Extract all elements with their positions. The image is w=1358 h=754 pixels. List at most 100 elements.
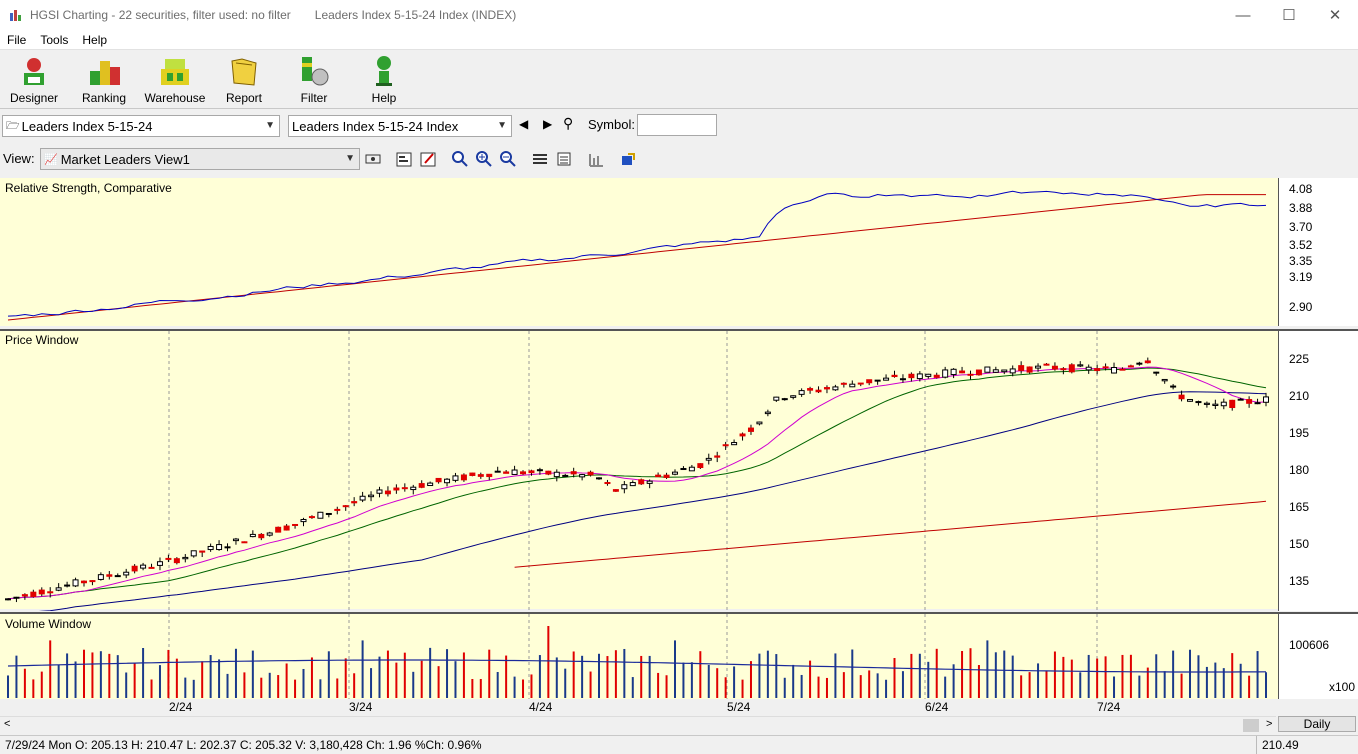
rs-line xyxy=(7,190,1267,317)
candle-body xyxy=(1060,368,1067,371)
candle-body xyxy=(477,474,484,477)
candle-body xyxy=(249,533,256,538)
title-bar: HGSI Charting - 22 securities, filter us… xyxy=(0,0,1358,30)
candle-body xyxy=(131,565,138,572)
previous-icon[interactable]: ◀ xyxy=(519,117,529,131)
ranking-button[interactable]: Ranking xyxy=(78,53,130,107)
candle-body xyxy=(216,544,223,551)
volume-axis: 100606 x100 xyxy=(1278,614,1358,701)
candle-body xyxy=(114,575,121,578)
candle-body xyxy=(1026,366,1033,373)
candle-body xyxy=(410,486,417,491)
candle-body xyxy=(756,421,763,425)
candle-body xyxy=(798,390,805,395)
warehouse-button[interactable]: Warehouse xyxy=(144,53,206,107)
price-tick: 225 xyxy=(1289,352,1310,366)
close-button[interactable]: ✕ xyxy=(1328,7,1342,24)
view-settings-icon[interactable] xyxy=(364,150,382,168)
bar-chart-icon[interactable] xyxy=(587,150,605,168)
filter-button[interactable]: Filter xyxy=(294,53,334,107)
maximize-button[interactable]: ☐ xyxy=(1282,7,1296,24)
candle-body xyxy=(486,473,493,478)
candle-body xyxy=(123,571,130,576)
candle-body xyxy=(553,471,560,478)
candle-body xyxy=(1077,364,1084,367)
candle-body xyxy=(1051,365,1058,370)
security-select[interactable]: Leaders Index 5-15-24 Index ▼ xyxy=(288,115,512,137)
period-button[interactable]: Daily xyxy=(1278,716,1356,732)
menu-bar: File Tools Help xyxy=(0,30,1358,50)
candle-body xyxy=(401,487,408,490)
candle-body xyxy=(731,442,738,446)
candle-body xyxy=(671,471,678,475)
date-axis: 2/24 3/24 4/24 5/24 6/24 7/24 xyxy=(0,699,1358,716)
report-icon xyxy=(231,58,257,86)
volume-tick: 100606 xyxy=(1289,638,1330,652)
menu-file[interactable]: File xyxy=(7,32,27,47)
rs-panel: Relative Strength, Comparative 4.08 3.88… xyxy=(0,178,1358,326)
chevron-down-icon: ▼ xyxy=(497,120,507,131)
report-button[interactable]: Report xyxy=(222,53,266,107)
menu-tools[interactable]: Tools xyxy=(40,32,69,47)
candle-body xyxy=(199,550,206,553)
compress-icon[interactable] xyxy=(531,150,549,168)
volume-chart xyxy=(7,614,1267,701)
candle-body xyxy=(80,580,87,584)
filter-icon xyxy=(302,57,329,86)
rs-panel-title: Relative Strength, Comparative xyxy=(5,181,172,195)
candle-body xyxy=(266,532,273,536)
candle-body xyxy=(427,482,434,487)
status-bar: 7/29/24 Mon O: 205.13 H: 210.47 L: 202.3… xyxy=(0,735,1358,754)
candle-body xyxy=(1102,366,1109,369)
export-icon[interactable] xyxy=(619,150,637,168)
candle-body xyxy=(165,557,172,560)
price-tick: 165 xyxy=(1289,500,1310,514)
horizontal-scrollbar[interactable]: < > xyxy=(0,716,1276,733)
candle-body xyxy=(942,369,949,378)
scroll-left-icon[interactable]: < xyxy=(4,718,11,730)
candle-body xyxy=(156,561,163,566)
volume-average xyxy=(7,659,1267,673)
candle-body xyxy=(1009,368,1016,374)
selector-row: 🗁 Leaders Index 5-15-24 ▼ Leaders Index … xyxy=(0,112,1358,140)
candle-body xyxy=(1246,399,1253,404)
candle-body xyxy=(148,566,155,569)
symbol-input[interactable] xyxy=(637,114,717,136)
menu-help[interactable]: Help xyxy=(82,32,108,47)
help-button[interactable]: Help xyxy=(364,53,404,107)
candle-body xyxy=(1001,369,1008,373)
candle-body xyxy=(452,475,459,481)
properties-icon[interactable] xyxy=(395,150,413,168)
candle-body xyxy=(823,387,830,390)
candle-body xyxy=(376,489,383,494)
candle-body xyxy=(621,484,628,490)
app-icon xyxy=(10,10,21,21)
edit-icon[interactable] xyxy=(419,150,437,168)
candle-body xyxy=(1161,378,1168,382)
candle-body xyxy=(883,377,890,381)
price-chart xyxy=(5,331,1269,611)
view-select[interactable]: 📈 Market Leaders View1 ▼ xyxy=(40,148,360,170)
designer-button[interactable]: Designer xyxy=(8,53,60,107)
list-icon[interactable] xyxy=(555,150,573,168)
candle-body xyxy=(224,546,231,549)
zoom-icon[interactable] xyxy=(451,150,469,168)
candle-body xyxy=(351,501,358,504)
view-row: View: 📈 Market Leaders View1 ▼ xyxy=(0,146,1358,172)
candle-body xyxy=(342,505,349,508)
candle-body xyxy=(790,395,797,398)
minimize-button[interactable]: — xyxy=(1235,6,1251,24)
scroll-right-icon[interactable]: > xyxy=(1266,718,1273,730)
candle-body xyxy=(807,388,814,391)
zoom-out-icon[interactable] xyxy=(499,150,517,168)
zoom-in-icon[interactable] xyxy=(475,150,493,168)
folder-icon: 🗁 xyxy=(6,119,20,132)
candle-body xyxy=(562,474,569,477)
list-select[interactable]: 🗁 Leaders Index 5-15-24 ▼ xyxy=(2,115,280,137)
binoculars-icon[interactable]: ⚲ xyxy=(563,115,574,131)
next-icon[interactable]: ▶ xyxy=(543,117,553,131)
scrollbar-thumb[interactable] xyxy=(1243,719,1259,732)
price-tick: 180 xyxy=(1289,463,1310,477)
date-tick: 3/24 xyxy=(349,700,373,714)
candle-body xyxy=(38,589,45,595)
